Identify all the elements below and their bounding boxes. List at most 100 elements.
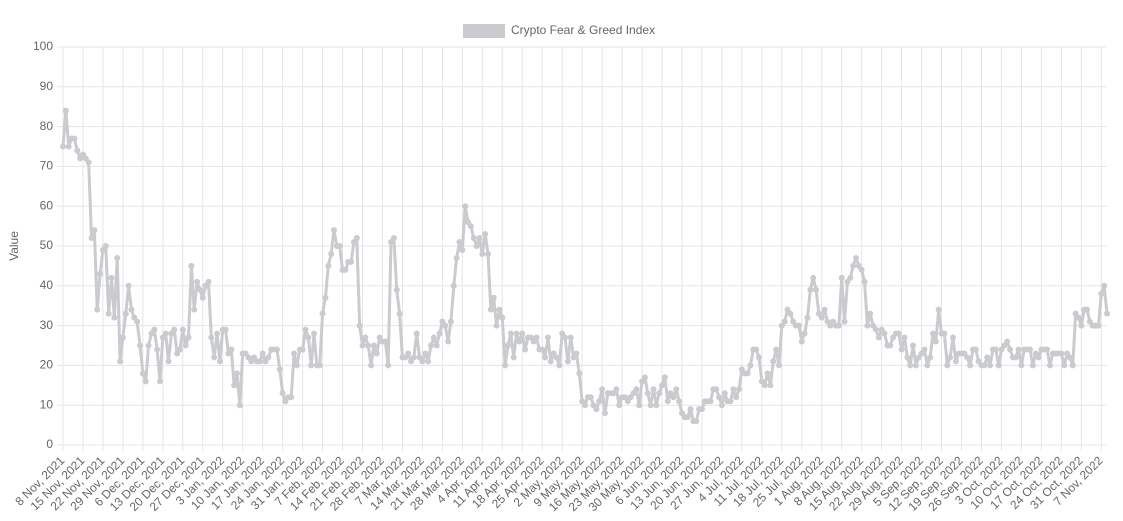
- line: [61, 109, 1109, 423]
- point: [1098, 290, 1105, 297]
- point: [907, 362, 914, 369]
- point: [413, 330, 420, 337]
- point: [984, 354, 991, 361]
- point: [650, 386, 657, 393]
- y-tick-label: 90: [40, 79, 54, 93]
- point: [1018, 362, 1025, 369]
- point: [992, 346, 999, 353]
- point: [698, 406, 705, 413]
- point: [462, 203, 469, 210]
- point: [1029, 362, 1036, 369]
- point: [128, 306, 135, 313]
- point: [476, 235, 483, 242]
- point: [736, 386, 743, 393]
- point: [436, 330, 443, 337]
- point: [813, 286, 820, 293]
- point: [1061, 362, 1068, 369]
- point: [818, 314, 825, 321]
- point: [713, 386, 720, 393]
- point: [470, 235, 477, 242]
- point: [162, 330, 169, 337]
- point: [427, 342, 434, 349]
- point: [659, 382, 666, 389]
- point: [972, 346, 979, 353]
- point: [516, 338, 523, 345]
- point: [191, 306, 198, 313]
- point: [410, 354, 417, 361]
- point: [798, 338, 805, 345]
- point: [775, 362, 782, 369]
- point: [442, 322, 449, 329]
- point: [861, 278, 868, 285]
- y-axis-title: Value: [7, 231, 21, 261]
- point: [556, 362, 563, 369]
- point: [533, 334, 540, 341]
- point: [807, 286, 814, 293]
- point: [139, 370, 146, 377]
- point: [196, 286, 203, 293]
- point: [433, 342, 440, 349]
- point: [744, 370, 751, 377]
- point: [616, 402, 623, 409]
- point: [293, 362, 300, 369]
- point: [342, 266, 349, 273]
- point: [336, 243, 343, 249]
- point: [256, 358, 263, 365]
- point: [1007, 346, 1014, 353]
- point: [641, 374, 648, 381]
- point: [276, 366, 283, 373]
- point: [125, 282, 132, 289]
- point: [522, 346, 529, 353]
- point: [995, 362, 1002, 369]
- point: [895, 330, 902, 337]
- point: [801, 330, 808, 337]
- point: [208, 334, 215, 341]
- point: [770, 358, 777, 365]
- point: [447, 318, 454, 325]
- point: [199, 294, 206, 301]
- point: [553, 354, 560, 361]
- point: [1095, 322, 1102, 329]
- point: [747, 362, 754, 369]
- point: [924, 362, 931, 369]
- point: [850, 262, 857, 269]
- y-tick-label: 100: [33, 39, 53, 53]
- point: [941, 330, 948, 337]
- point: [205, 278, 212, 285]
- point: [1012, 354, 1019, 361]
- point: [944, 362, 951, 369]
- point: [151, 326, 158, 333]
- point: [887, 342, 894, 349]
- point: [356, 322, 363, 329]
- point: [425, 358, 432, 365]
- point: [487, 306, 494, 313]
- point: [519, 330, 526, 337]
- point: [311, 330, 318, 337]
- point: [134, 318, 141, 325]
- point: [927, 354, 934, 361]
- point: [507, 330, 514, 337]
- point: [513, 330, 520, 337]
- point: [795, 322, 802, 329]
- point: [88, 235, 95, 242]
- point: [316, 362, 323, 369]
- point: [234, 370, 240, 377]
- point: [753, 346, 760, 353]
- point: [1104, 310, 1110, 317]
- point: [673, 386, 680, 393]
- point: [482, 231, 489, 238]
- point: [60, 143, 66, 150]
- point: [670, 394, 677, 401]
- point: [222, 326, 229, 333]
- point: [502, 362, 509, 369]
- point: [593, 406, 600, 413]
- point: [542, 354, 549, 361]
- point: [405, 350, 412, 357]
- point: [373, 350, 380, 357]
- point: [114, 254, 121, 261]
- point: [952, 358, 959, 365]
- y-tick-label: 50: [40, 238, 54, 252]
- point: [328, 250, 335, 257]
- point: [137, 342, 144, 349]
- point: [912, 362, 919, 369]
